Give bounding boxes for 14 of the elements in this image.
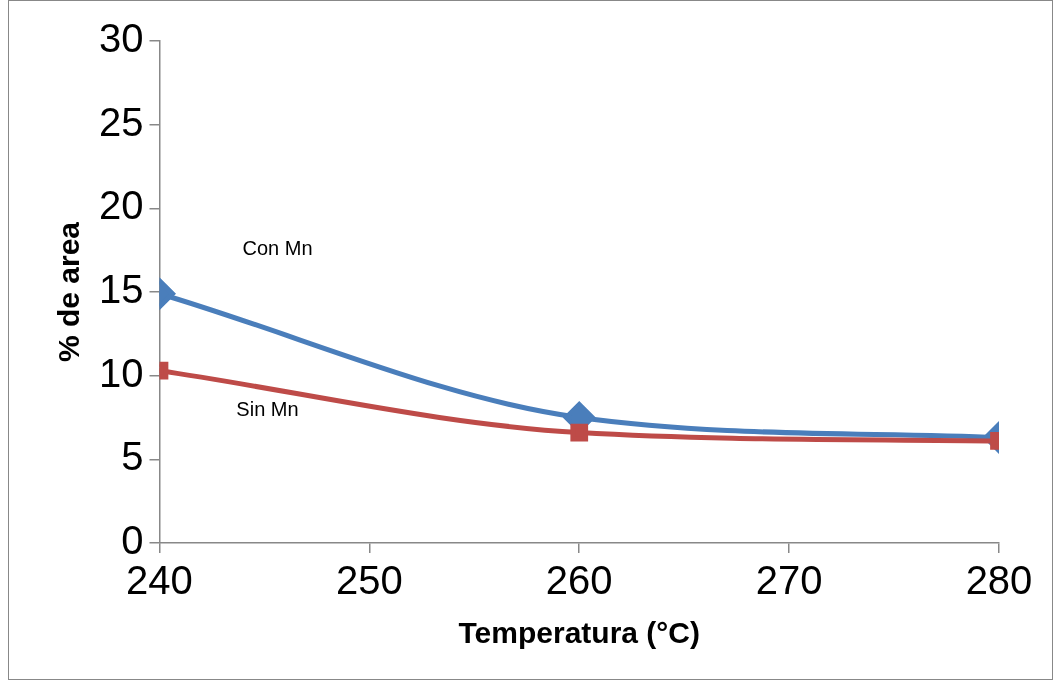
y-tick-label: 15 [98, 267, 144, 312]
series-label: Sin Mn [236, 398, 299, 421]
x-tick-label: 270 [755, 558, 823, 603]
text: Con Mn [242, 237, 313, 260]
y-tick-label: 30 [98, 16, 144, 61]
y-tick-label: 10 [98, 350, 144, 395]
y-tick-label: 5 [121, 434, 144, 479]
y-tick-label: 25 [98, 99, 144, 144]
x-axis-title: Temperatura (°C) [458, 616, 700, 650]
y-tick-label: 20 [98, 183, 144, 228]
x-tick-label: 280 [965, 558, 1033, 603]
x-tick-label: 260 [545, 558, 613, 603]
x-tick-label: 250 [335, 558, 403, 603]
y-axis-title: % de area [52, 221, 86, 363]
